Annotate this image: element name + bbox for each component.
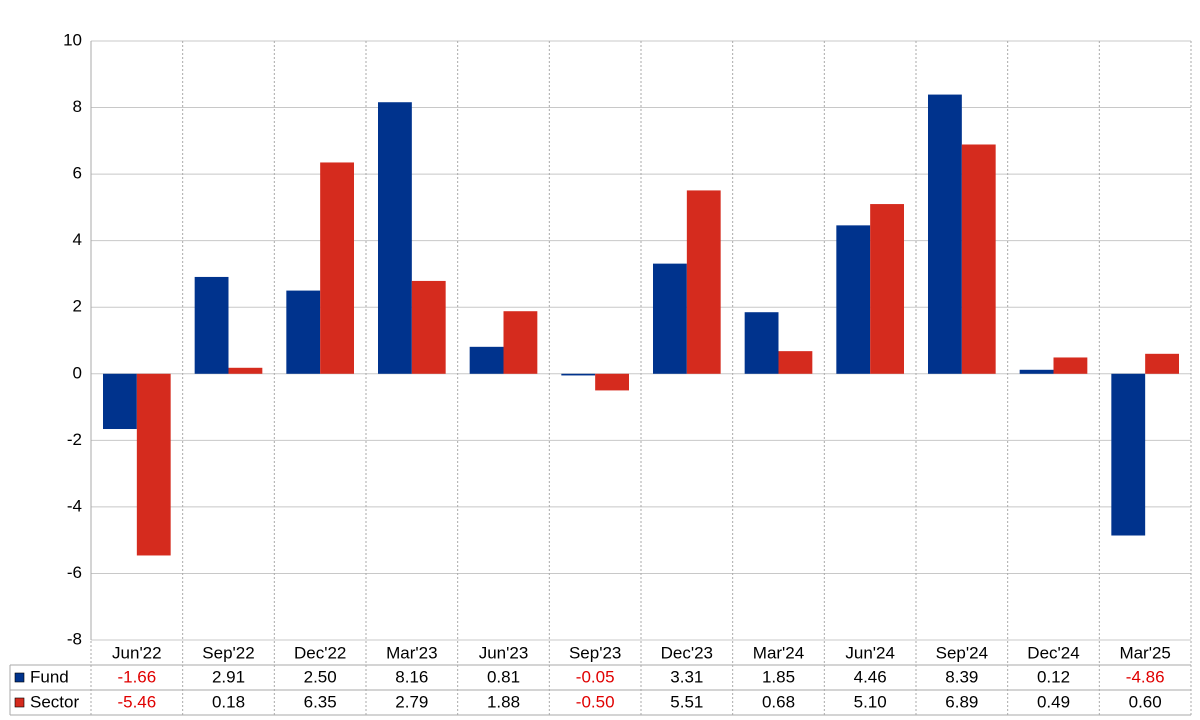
bar: [503, 311, 538, 374]
table-value: 0.49: [1037, 692, 1070, 711]
table-value: 6.35: [304, 692, 337, 711]
y-tick-label: -4: [67, 496, 82, 515]
bar: [961, 144, 996, 374]
table-value: 0.68: [762, 692, 795, 711]
x-tick-label: Sep'24: [936, 643, 988, 662]
bar: [686, 190, 721, 374]
bar: [286, 290, 321, 374]
table-value: 4.46: [854, 667, 887, 686]
legend-label: Fund: [30, 667, 69, 686]
y-tick-label: 6: [73, 164, 82, 183]
y-tick-label: 10: [63, 30, 82, 49]
bar: [778, 351, 813, 374]
table-value: 2.79: [395, 692, 428, 711]
x-tick-label: Dec'24: [1027, 643, 1079, 662]
table-value: 1.88: [487, 692, 520, 711]
y-tick-label: 0: [73, 363, 82, 382]
bar: [103, 373, 137, 430]
x-tick-label: Mar'23: [386, 643, 437, 662]
y-tick-label: 8: [73, 97, 82, 116]
table-value: 3.31: [670, 667, 703, 686]
legend-label: Sector: [30, 692, 79, 711]
y-tick-label: -6: [67, 563, 82, 582]
bar: [1019, 369, 1054, 374]
table-value: 6.89: [945, 692, 978, 711]
table-value: 5.10: [854, 692, 887, 711]
x-tick-label: Mar'25: [1119, 643, 1170, 662]
bar: [561, 373, 596, 376]
bar: [744, 312, 779, 374]
table-value: 5.51: [670, 692, 703, 711]
table-value: 8.16: [395, 667, 428, 686]
y-tick-label: 2: [73, 297, 82, 316]
x-tick-label: Jun'23: [479, 643, 529, 662]
x-tick-label: Sep'23: [569, 643, 621, 662]
table-value: 8.39: [945, 667, 978, 686]
x-tick-label: Mar'24: [753, 643, 804, 662]
table-value: 0.12: [1037, 667, 1070, 686]
bar: [228, 367, 263, 374]
x-tick-label: Sep'22: [202, 643, 254, 662]
y-tick-label: -2: [67, 430, 82, 449]
bar: [469, 346, 504, 374]
table-value: 1.85: [762, 667, 795, 686]
bar: [320, 162, 354, 374]
table-value: 0.60: [1129, 692, 1162, 711]
bar: [1145, 353, 1179, 374]
table-value: 0.81: [487, 667, 520, 686]
legend-swatch: [14, 697, 25, 708]
table-value: 0.18: [212, 692, 245, 711]
table-value: -1.66: [117, 667, 156, 686]
table-value: 2.91: [212, 667, 245, 686]
y-tick-label: 4: [73, 230, 82, 249]
table-value: -0.05: [576, 667, 615, 686]
x-tick-label: Jun'22: [112, 643, 162, 662]
y-tick-label: -8: [67, 629, 82, 648]
bar: [378, 102, 412, 374]
x-tick-label: Dec'23: [661, 643, 713, 662]
table-value: -4.86: [1126, 667, 1165, 686]
x-tick-label: Jun'24: [845, 643, 895, 662]
table-value: 2.50: [304, 667, 337, 686]
table-value: -5.46: [117, 692, 156, 711]
bar: [1053, 357, 1088, 374]
legend-swatch: [14, 672, 25, 683]
bar: [595, 373, 629, 391]
bar: [653, 263, 687, 374]
bar: [870, 204, 904, 374]
bar: [136, 373, 171, 556]
bar: [1111, 373, 1146, 536]
table-value: -0.50: [576, 692, 615, 711]
bar: [411, 280, 446, 374]
x-tick-label: Dec'22: [294, 643, 346, 662]
bar: [194, 276, 229, 374]
bar: [928, 94, 962, 374]
bar: [836, 225, 871, 374]
